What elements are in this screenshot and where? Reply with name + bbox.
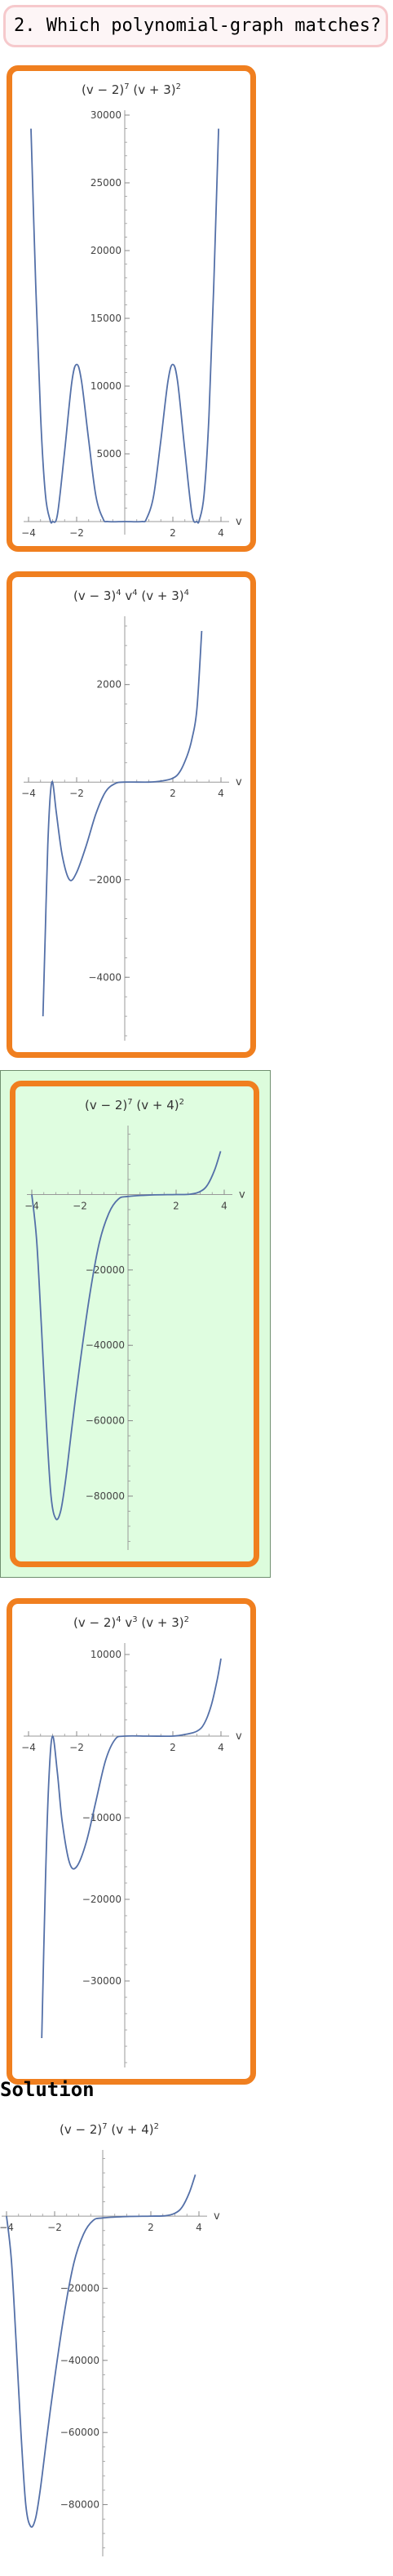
plot-title: (v − 2)7 (v + 3)2 [82, 82, 181, 97]
plot-title: (v − 2)7 (v + 4)2 [85, 1098, 184, 1113]
x-axis-label: v [236, 1730, 242, 1743]
x-tick-label: 2 [170, 1742, 176, 1753]
y-tick-label: −10000 [82, 1812, 121, 1823]
title-exponent: 7 [124, 82, 129, 91]
title-exponent: 2 [176, 82, 181, 91]
x-tick-label: −2 [69, 788, 84, 799]
option-4-plot: (v − 2)4 v3 (v + 3)2−4 −2 2 4v−30000−20000−… [21, 1615, 242, 2067]
y-tick-label: 10000 [91, 1649, 121, 1660]
polynomial-curve [41, 1658, 222, 2039]
answer-option-2[interactable]: (v − 3)4 v4 (v + 3)4 −4 −2 2 4 v −4000 −2000 200… [7, 571, 256, 1058]
x-tick-label: −2 [69, 527, 84, 539]
y-tick-label: −60000 [86, 1415, 125, 1427]
plot-title: (v − 3)4 v4 (v + 3)4 [73, 588, 189, 603]
title-factor: (v + 4) [133, 1098, 179, 1113]
title-exponent: 4 [116, 588, 121, 597]
answer-option-3[interactable]: (v − 2)7 (v + 4)2 −4 −2 2 4 v −80000 −60000 −400… [10, 1081, 259, 1567]
polynomial-curve [31, 1151, 222, 1521]
x-tick-label: 2 [170, 788, 176, 799]
y-tick-label: 10000 [91, 380, 121, 392]
x-tick-label: −4 [0, 2222, 14, 2233]
x-tick-label: −4 [24, 1201, 39, 1212]
option-3-plot: (v − 2)7 (v + 4)2−4 −2 2 4v−80000−60000−400… [24, 1098, 245, 1550]
plot-title: (v − 2)7 (v + 4)2 [60, 2122, 159, 2137]
question-prompt: 2. Which polynomial-graph matches? [3, 5, 388, 47]
question-text: 2. Which polynomial-graph matches? [14, 16, 382, 36]
x-tick-label: 4 [218, 788, 224, 799]
x-tick-label: 2 [173, 1201, 179, 1212]
x-tick-label: −2 [47, 2222, 62, 2233]
title-exponent: 7 [127, 1098, 132, 1107]
y-tick-label: −80000 [86, 1490, 125, 1502]
title-exponent: 2 [179, 1098, 184, 1107]
title-exponent: 4 [184, 588, 189, 597]
answer-option-4[interactable]: (v − 2)4 v3 (v + 3)2 −4 −2 2 4 v −30000 −20000−… [7, 1598, 256, 2085]
title-exponent: 3 [132, 1615, 137, 1624]
x-axis-label: v [236, 516, 242, 528]
y-tick-label: −60000 [60, 2427, 99, 2438]
y-tick-label: 20000 [91, 245, 121, 256]
y-tick-label: 5000 [96, 448, 121, 460]
y-tick-label: 2000 [96, 679, 121, 691]
answer-option-1[interactable]: (v − 2)7 (v + 3)2 −4 −2 2 4 v 5000 10000 15000 20… [7, 65, 256, 552]
title-factor: v [121, 588, 133, 603]
title-exponent: 4 [116, 1615, 121, 1624]
title-exponent: 2 [154, 2122, 159, 2131]
x-axis-label: v [214, 2210, 220, 2223]
x-axis-label: v [239, 1189, 245, 1201]
x-tick-label: 4 [196, 2222, 202, 2233]
title-factor: (v − 2) [82, 82, 124, 97]
title-factor: (v − 2) [60, 2122, 102, 2137]
y-tick-label: 15000 [91, 313, 121, 324]
plot-title: (v − 2)4 v3 (v + 3)2 [73, 1615, 189, 1630]
x-tick-label: −4 [21, 1742, 36, 1753]
option-2-plot: (v − 3)4 v4 (v + 3)4−4 −2 2 4v−4000−2000200… [21, 588, 242, 1041]
y-tick-label: −2000 [88, 874, 121, 886]
solution-plot: (v − 2)7 (v + 4)2−4 −2 2 4v−80000−60000−400… [0, 2122, 220, 2556]
y-tick-label: −80000 [60, 2499, 99, 2511]
polynomial-curve [6, 2174, 196, 2528]
x-axis-label: v [236, 776, 242, 788]
y-tick-label: −20000 [82, 1894, 121, 1905]
y-tick-label: 30000 [91, 109, 121, 121]
x-tick-label: 2 [170, 527, 176, 539]
title-exponent: 2 [184, 1615, 189, 1624]
y-tick-label: −40000 [60, 2355, 99, 2366]
title-factor: v [121, 1615, 133, 1630]
title-exponent: 7 [102, 2122, 107, 2131]
x-tick-label: −4 [21, 527, 36, 539]
title-factor: (v + 4) [108, 2122, 154, 2137]
x-tick-label: 4 [218, 1742, 224, 1753]
title-factor: (v + 3) [138, 588, 184, 603]
polynomial-curve [42, 630, 203, 1017]
option-1-plot: (v − 2)7 (v + 3)2−4 −2 2 4v5000100001500020… [21, 82, 242, 539]
x-tick-label: 2 [148, 2222, 154, 2233]
x-tick-label: −2 [73, 1201, 87, 1212]
y-tick-label: −20000 [60, 2282, 99, 2294]
title-factor: (v − 2) [85, 1098, 127, 1113]
x-tick-label: 4 [221, 1201, 227, 1212]
title-exponent: 4 [132, 588, 137, 597]
x-tick-label: 4 [218, 527, 224, 539]
x-tick-label: −4 [21, 788, 36, 799]
solution-heading: Solution [0, 2078, 95, 2101]
y-tick-label: −4000 [88, 971, 121, 983]
title-factor: (v + 3) [130, 82, 176, 97]
y-tick-label: −20000 [86, 1264, 125, 1276]
title-factor: (v + 3) [138, 1615, 184, 1630]
x-tick-label: −2 [69, 1742, 84, 1753]
polynomial-curve [30, 128, 219, 524]
y-tick-label: −40000 [86, 1339, 125, 1351]
title-factor: (v − 2) [73, 1615, 116, 1630]
title-factor: (v − 3) [73, 588, 116, 603]
y-tick-label: −30000 [82, 1975, 121, 1987]
y-tick-label: 25000 [91, 177, 121, 189]
